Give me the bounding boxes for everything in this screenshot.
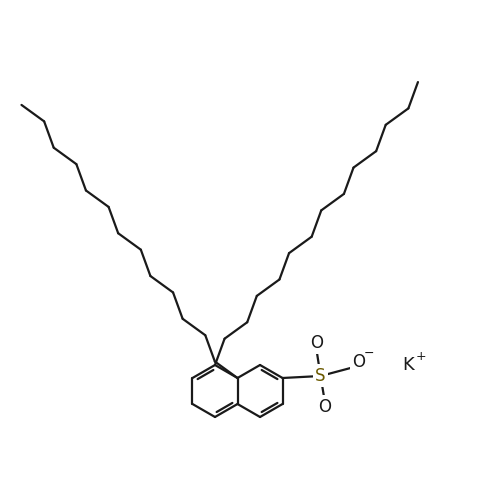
Text: K: K — [403, 356, 414, 374]
Text: O: O — [318, 398, 331, 416]
Text: O: O — [310, 334, 323, 352]
Text: −: − — [363, 347, 374, 360]
Text: O: O — [352, 353, 365, 371]
Text: S: S — [315, 367, 326, 385]
Text: +: + — [415, 350, 426, 364]
